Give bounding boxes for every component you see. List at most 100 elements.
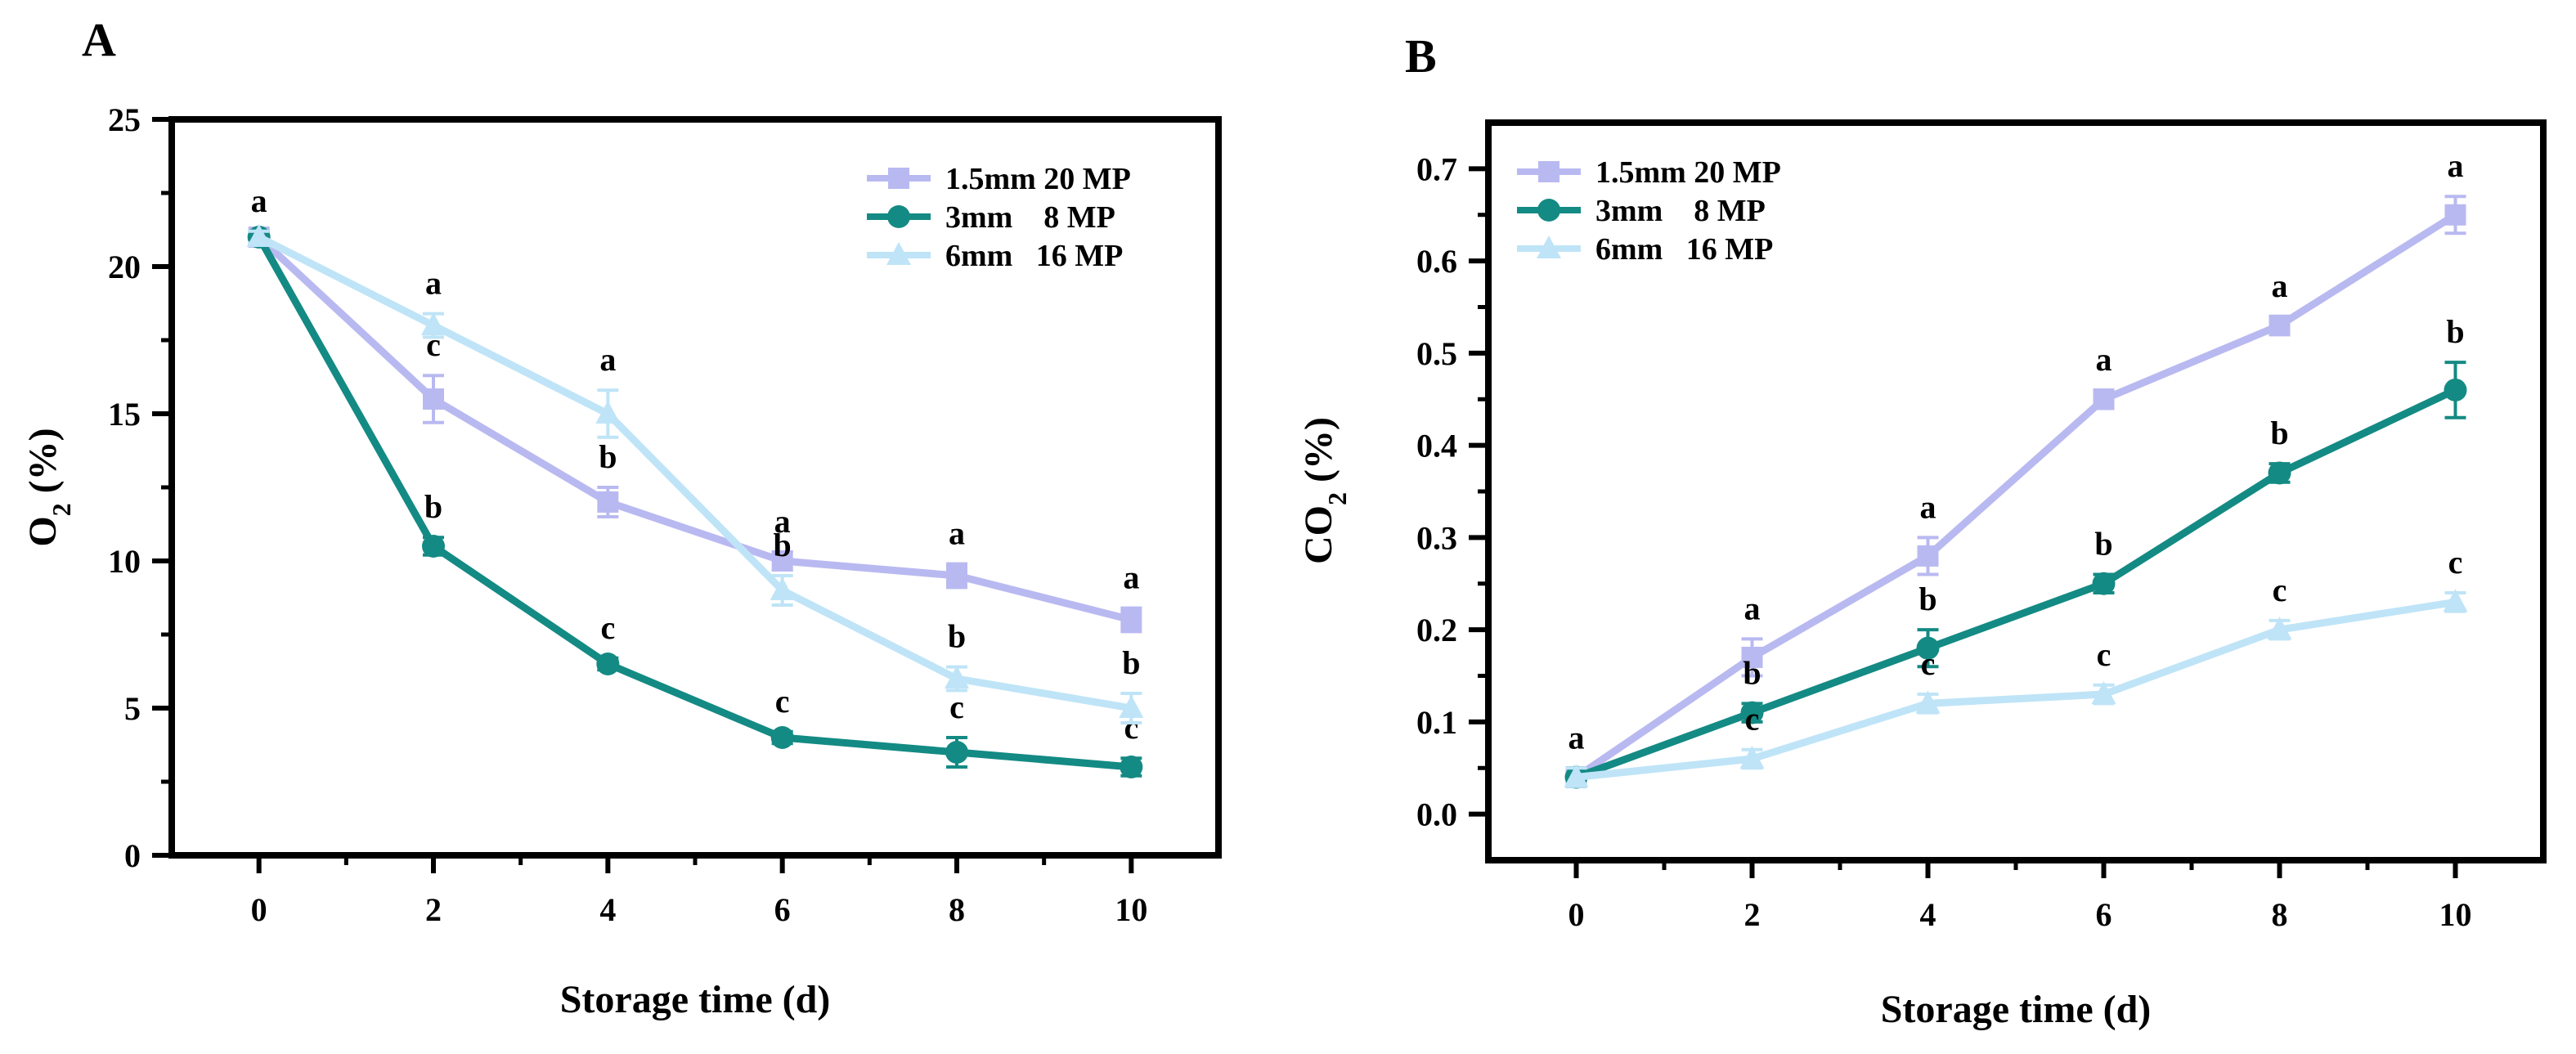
panel-b-significance-letter: a [2272,267,2288,304]
panel-b-x-tick-label: 6 [2096,896,2112,933]
panel-b-y-tick-label: 0.7 [1416,150,1457,187]
panel-b-data-point [1739,745,1765,769]
panel-b-series-line [1573,211,2457,781]
panel-b-data-point [2443,589,2468,612]
panel-b-x-tick-label: 4 [1920,896,1936,933]
panel-b-data-point [2093,388,2115,410]
panel-a-legend-item-3: 6mm 16 MP [867,239,1123,273]
panel-b-x-tick-label: 10 [2439,896,2472,933]
panel-b-series-line [1574,386,2457,781]
panel-b-series-line [1576,598,2457,782]
panel-b-y-tick-label: 0.0 [1416,796,1457,833]
panel-b-x-tick-label: 8 [2272,896,2288,933]
panel-b-significance-letter: b [1919,581,1936,617]
panel-b-data-point [2444,378,2467,401]
panel-a-data-point [946,565,967,586]
panel-b-data-point [2269,315,2291,337]
panel-a-legend-label: 1.5mm 20 MP [945,162,1131,196]
panel-a-significance-letter: b [424,488,442,525]
panel-b-data-point [1564,764,1589,787]
panel-b-data-point [2092,572,2116,595]
panel-b-legend-label: 3mm 8 MP [1595,194,1766,228]
panel-b-data-point [2267,617,2292,640]
panel-a-series-line [255,235,1132,771]
panel-a-y-tick-label: 10 [108,543,141,580]
panel-a-significance-letter: a [425,265,442,302]
panel-b-significance-letter: a [1920,488,1936,525]
panel-b-significance-letter: c [2097,636,2112,673]
panel-a-significance-letter: c [949,688,964,725]
panel-b-legend-item-1: 1.5mm 20 MP [1517,155,1781,190]
panel-b-label: B [1405,29,1437,83]
panel-a-significance-letter: a [1123,559,1139,596]
panel-b-significance-letter: b [2446,313,2464,350]
panel-b-data-point [2444,204,2466,226]
panel-a-data-point [422,535,445,558]
panel-a-significance-letter: b [948,618,966,655]
panel-a-significance-letter: a [949,515,965,552]
panel-a-series-3: a a b b b [246,224,1144,724]
panel-a-x-axis-title: Storage time (d) [560,978,831,1021]
panel-a-data-point [423,388,444,410]
panel-b-significance-letter: c [1745,701,1760,738]
panel-a-y-tick-label: 0 [124,837,141,874]
panel-b-legend-item-2: 3mm 8 MP [1517,194,1766,228]
panel-b-legend-marker [1537,199,1560,222]
panel-b-significance-letter: a [2448,147,2464,184]
panel-a-significance-letter: a [599,341,616,378]
panel-a-significance-letter: c [775,683,790,720]
panel-a-data-point [1120,756,1143,778]
panel-a-legend-marker [888,168,909,189]
panel-a-significance-letter: c [1124,709,1138,746]
panel-b-data-point [2091,681,2116,705]
panel-b-significance-letter: a [2096,341,2112,378]
panel-a-significance-letter: b [599,438,617,475]
panel-a-y-tick-label: 15 [108,396,141,433]
panel-a-data-point [1120,609,1142,630]
panel-a-data-point [246,224,272,247]
panel-a-series-line [256,234,1133,624]
panel-a-legend-label: 3mm 8 MP [945,200,1115,235]
panel-b-x-axis-title: Storage time (d) [1881,988,2152,1031]
panel-b-legend: 1.5mm 20 MP 3mm 8 MP 6mm 16 MP [1517,155,1781,267]
panel-a-y-axis-title: O2 (%) [21,428,76,546]
panel-b-significance-letter: c [1921,645,1936,682]
panel-b-significance-letter: c [2273,572,2287,608]
panel-a-series-2: bcc cc [247,226,1143,778]
panel-a-x-tick-label: 10 [1115,891,1147,928]
panel-a-x-tick-label: 6 [774,891,791,928]
panel-a-data-point [596,653,620,675]
panel-a-significance-letter: b [774,527,792,563]
panel-a-x-tick-label: 2 [425,891,442,928]
panel-b-data-point [2268,461,2291,485]
panel-b-data-point [1740,701,1764,724]
panel-a-x-tick-label: 4 [599,891,616,928]
panel-a-y-tick-label: 20 [108,249,141,285]
panel-b-data-point [1916,636,1940,660]
panel-b-series-3: c c c c c [1564,544,2468,788]
panel-b-y-tick-label: 0.4 [1416,428,1457,464]
panel-b-data-point [1915,690,1941,714]
panel-a-y-tick-label: 25 [108,101,141,138]
panel-a-data-point [770,577,795,600]
panel-b-significance-letter: b [2094,525,2112,562]
panel-a-legend-item-1: 1.5mm 20 MP [867,162,1131,196]
panel-b-legend-marker [1538,161,1560,182]
panel-b-chart: B 0 2 4 6 8 10 0.0 0.1 0.2 0.3 0.4 0.5 0.6 0.7 a a a a a a… [1297,29,2547,1031]
panel-b-y-tick-label: 0.6 [1416,243,1457,280]
panel-b-significance-letter: a [1568,719,1585,756]
panel-a-data-point [945,666,969,688]
panel-b-y-tick-label: 0.3 [1416,519,1457,556]
panel-a-data-point [595,401,621,424]
panel-b-x-tick-label: 2 [1744,896,1761,933]
panel-a-legend-marker [886,242,911,265]
panel-b-y-tick-label: 0.1 [1416,704,1457,741]
panel-a-significance-letter: a [251,182,267,219]
panel-a-y-tick-label: 5 [124,690,141,727]
panel-b-series-2: b b b b b [1564,313,2467,789]
panel-b-y-tick-label: 0.5 [1416,335,1457,372]
panel-a-data-point [421,312,446,335]
panel-b-data-point [1741,646,1763,668]
